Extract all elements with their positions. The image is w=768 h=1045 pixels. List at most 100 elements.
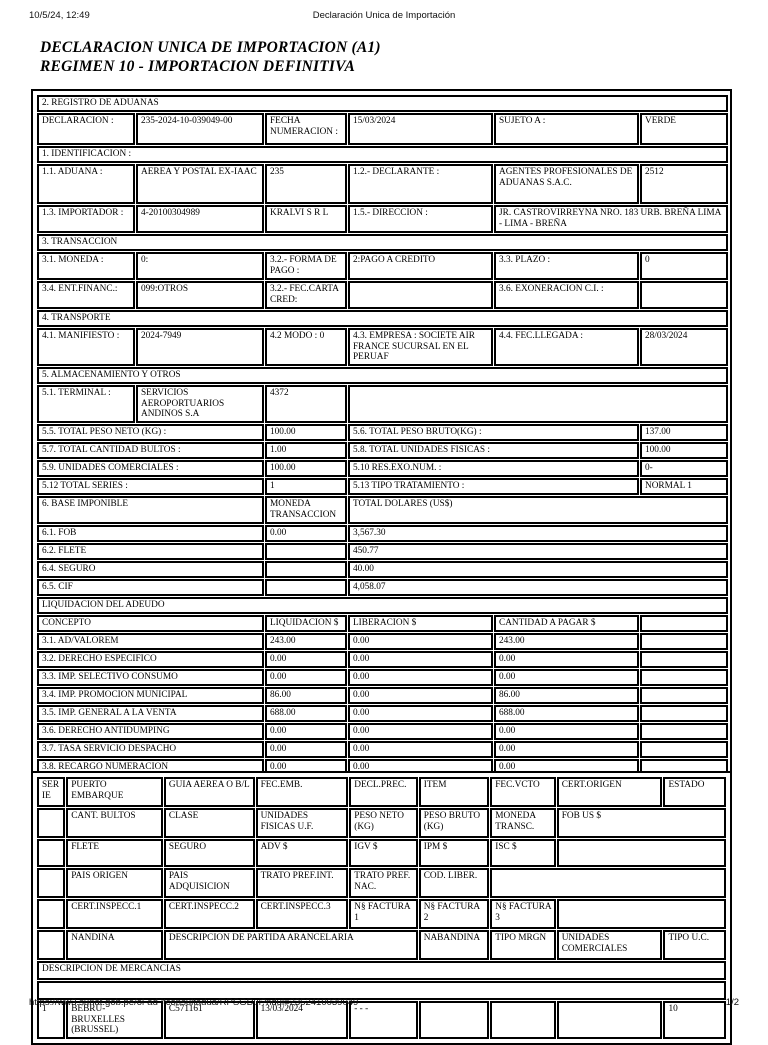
section-2-heading-row: 2. REGISTRO DE ADUANAS bbox=[37, 95, 729, 112]
series-detail-block: SERIE PUERTO EMBARQUE GUIA AEREA O B/L F… bbox=[31, 771, 732, 1045]
res-exo-num-label: 5.10 RES.EXO.NUM. : bbox=[348, 460, 639, 477]
liq-pagar: 0.00 bbox=[494, 741, 639, 758]
print-timestamp: 10/5/24, 12:49 bbox=[29, 10, 90, 21]
col-nabandina: NABANDINA bbox=[418, 930, 490, 960]
series-header-row-5: CERT.INSPECC.1 CERT.INSPECC.2 CERT.INSPE… bbox=[37, 899, 726, 929]
direccion-value: JR. CASTROVIRREYNA NRO. 183 URB. BREÑA L… bbox=[494, 205, 729, 233]
manifiesto-value: 2024-7949 bbox=[136, 328, 264, 366]
declaration-grid: 2. REGISTRO DE ADUANAS DECLARACION : 235… bbox=[36, 94, 729, 852]
exoneracion-label: 3.6. EXONERACION C.I. : bbox=[494, 281, 639, 309]
section-4-heading-row: 4. TRANSPORTE bbox=[37, 310, 729, 327]
empresa-transporte: 4.3. EMPRESA : SOCIETE AIR FRANCE SUCURS… bbox=[348, 328, 493, 366]
series-header-row-6: NANDINA DESCRIPCION DE PARTIDA ARANCELAR… bbox=[37, 930, 726, 960]
fec-llegada-label: 4.4. FEC.LLEGADA : bbox=[494, 328, 639, 366]
col-estado: ESTADO bbox=[663, 777, 726, 807]
col-serie: SERIE bbox=[37, 777, 66, 807]
importador-ruc: 4-20100304989 bbox=[136, 205, 264, 233]
terminal-code: 4372 bbox=[265, 385, 347, 423]
col-num-factura-1: N§ FACTURA 1 bbox=[349, 899, 418, 929]
page-title-line2: REGIMEN 10 - IMPORTACION DEFINITIVA bbox=[40, 58, 356, 75]
ent-financ-value: 099:OTROS bbox=[136, 281, 264, 309]
fob-dolares: 3,567.30 bbox=[348, 525, 729, 542]
manifiesto-label: 4.1. MANIFIESTO : bbox=[37, 328, 135, 366]
cantidad-bultos-label: 5.7. TOTAL CANTIDAD BULTOS : bbox=[37, 442, 264, 459]
footer-url: https://ww3.sunat.gob.pe/ol-ad-itconsult… bbox=[29, 997, 359, 1008]
terminal-value: SERVICIOS AEROPORTUARIOS ANDINOS S.A bbox=[136, 385, 264, 423]
col-liberacion: LIBERACION $ bbox=[348, 615, 493, 632]
col-nandina: NANDINA bbox=[66, 930, 163, 960]
descripcion-mercancias-heading: DESCRIPCION DE MERCANCIAS bbox=[37, 961, 726, 980]
peso-bruto-value: 137.00 bbox=[640, 424, 729, 441]
liq-liberacion: 0.00 bbox=[348, 669, 493, 686]
fecha-numeracion-value: 15/03/2024 bbox=[348, 113, 493, 145]
col-clase: CLASE bbox=[163, 808, 255, 838]
peso-neto-label: 5.5. TOTAL PESO NETO (KG) : bbox=[37, 424, 264, 441]
total-series-label: 5.12 TOTAL SERIES : bbox=[37, 478, 264, 495]
col-liquidacion: LIQUIDACION $ bbox=[265, 615, 347, 632]
table-row: 3.2. DERECHO ESPECIFICO 0.00 0.00 0.00 bbox=[37, 651, 729, 668]
liq-liquidacion: 243.00 bbox=[265, 633, 347, 650]
liquidacion-header-row: CONCEPTO LIQUIDACION $ LIBERACION $ CANT… bbox=[37, 615, 729, 632]
cif-label: 6.5. CIF bbox=[37, 579, 264, 596]
importador-name: KRALVI S R L bbox=[265, 205, 347, 233]
col-concepto: CONCEPTO bbox=[37, 615, 264, 632]
col-cert-origen: CERT.ORIGEN bbox=[556, 777, 663, 807]
cantidad-bultos-value: 1.00 bbox=[265, 442, 347, 459]
table-row: 3.5. IMP. GENERAL A LA VENTA 688.00 0.00… bbox=[37, 705, 729, 722]
unidades-comerciales-value: 100.00 bbox=[265, 460, 347, 477]
exoneracion-value bbox=[640, 281, 729, 309]
table-row: 3.1. AD/VALOREM 243.00 0.00 243.00 bbox=[37, 633, 729, 650]
liquidacion-heading: LIQUIDACION DEL ADEUDO bbox=[37, 597, 729, 614]
liq-extra bbox=[640, 687, 729, 704]
declaration-main-block: 2. REGISTRO DE ADUANAS DECLARACION : 235… bbox=[31, 89, 732, 857]
importador-row: 1.3. IMPORTADOR : 4-20100304989 KRALVI S… bbox=[37, 205, 729, 233]
liq-extra bbox=[640, 741, 729, 758]
table-row: 3.4. IMP. PROMOCION MUNICIPAL 86.00 0.00… bbox=[37, 687, 729, 704]
unidades-fisicas-label: 5.8. TOTAL UNIDADES FISICAS : bbox=[348, 442, 639, 459]
liq-extra bbox=[640, 669, 729, 686]
col-blank-3 bbox=[556, 839, 726, 867]
table-row: 5.5. TOTAL PESO NETO (KG) : 100.00 5.6. … bbox=[37, 424, 729, 441]
ent-financ-row: 3.4. ENT.FINANC.: 099:OTROS 3.2.- FEC.CA… bbox=[37, 281, 729, 309]
col-ipm: IPM $ bbox=[418, 839, 490, 867]
liq-extra bbox=[640, 723, 729, 740]
cif-moneda bbox=[265, 579, 347, 596]
liquidacion-heading-row: LIQUIDACION DEL ADEUDO bbox=[37, 597, 729, 614]
declarante-value: AGENTES PROFESIONALES DE ADUANAS S.A.C. bbox=[494, 164, 639, 204]
liq-concepto: 3.1. AD/VALOREM bbox=[37, 633, 264, 650]
col-fec-vcto: FEC.VCTO bbox=[490, 777, 556, 807]
declaracion-label: DECLARACION : bbox=[37, 113, 135, 145]
col-guia-aerea: GUIA AEREA O B/L bbox=[163, 777, 255, 807]
liq-liquidacion: 86.00 bbox=[265, 687, 347, 704]
serie-blank bbox=[37, 930, 66, 960]
liq-liquidacion: 0.00 bbox=[265, 669, 347, 686]
liq-extra bbox=[640, 651, 729, 668]
fec-carta-cred-label: 3.2.- FEC.CARTA CRED: bbox=[265, 281, 347, 309]
fob-label: 6.1. FOB bbox=[37, 525, 264, 542]
table-row: 3.7. TASA SERVICIO DESPACHO 0.00 0.00 0.… bbox=[37, 741, 729, 758]
liq-liberacion: 0.00 bbox=[348, 633, 493, 650]
liq-liberacion: 0.00 bbox=[348, 687, 493, 704]
sujeto-a-label: SUJETO A : bbox=[494, 113, 639, 145]
declarante-code: 2512 bbox=[640, 164, 729, 204]
flete-dolares: 450.77 bbox=[348, 543, 729, 560]
table-row: 5.7. TOTAL CANTIDAD BULTOS : 1.00 5.8. T… bbox=[37, 442, 729, 459]
serie-blank bbox=[37, 839, 66, 867]
seguro-moneda bbox=[265, 561, 347, 578]
col-pais-origen: PAIS ORIGEN bbox=[66, 868, 163, 898]
ent-financ-label: 3.4. ENT.FINANC.: bbox=[37, 281, 135, 309]
res-exo-num-value: 0- bbox=[640, 460, 729, 477]
modo-label: 4.2 MODO : 0 bbox=[265, 328, 347, 366]
unidades-comerciales-label: 5.9. UNIDADES COMERCIALES : bbox=[37, 460, 264, 477]
col-descripcion-partida: DESCRIPCION DE PARTIDA ARANCELARIA bbox=[163, 930, 418, 960]
seguro-dolares: 40.00 bbox=[348, 561, 729, 578]
col-unidades-fisicas-uf: UNIDADES FISICAS U.F. bbox=[255, 808, 349, 838]
section-4-heading: 4. TRANSPORTE bbox=[37, 310, 729, 327]
liq-pagar: 86.00 bbox=[494, 687, 639, 704]
total-dolares-header: TOTAL DOLARES (US$) bbox=[348, 496, 729, 524]
col-cert-inspecc-2: CERT.INSPECC.2 bbox=[163, 899, 255, 929]
series-header-row-1: SERIE PUERTO EMBARQUE GUIA AEREA O B/L F… bbox=[37, 777, 726, 807]
col-fec-emb: FEC.EMB. bbox=[255, 777, 349, 807]
fec-carta-cred-value bbox=[348, 281, 493, 309]
table-row: 6.1. FOB 0.00 3,567.30 bbox=[37, 525, 729, 542]
